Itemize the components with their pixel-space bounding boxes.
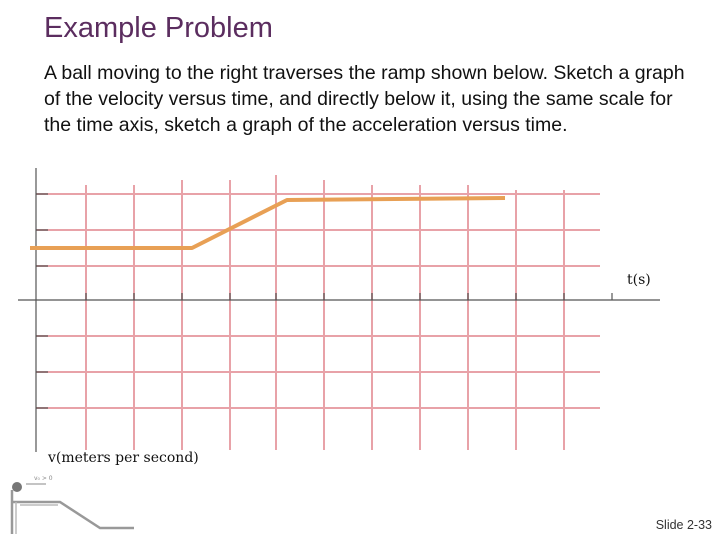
ball-icon <box>12 482 22 492</box>
velocity-axis-label: v(meters per second) <box>47 450 199 466</box>
x-ticks <box>85 293 613 300</box>
slide-title: Example Problem <box>44 12 273 44</box>
velocity-graph: t(s) v(meters per second) v₀ > 0 <box>10 168 660 534</box>
velocity-curve <box>30 196 506 250</box>
grid-horizontal <box>36 193 600 409</box>
ramp-illustration: v₀ > 0 <box>10 475 134 534</box>
y-ticks <box>36 193 48 409</box>
problem-text: A ball moving to the right traverses the… <box>44 62 685 136</box>
ramp-velocity-label: v₀ > 0 <box>34 475 53 482</box>
slide-number: Slide 2-33 <box>655 518 712 532</box>
time-axis-label: t(s) <box>627 272 651 288</box>
